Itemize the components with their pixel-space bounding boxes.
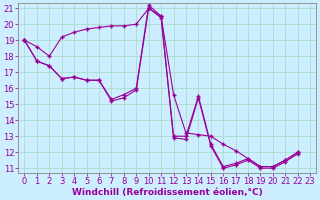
X-axis label: Windchill (Refroidissement éolien,°C): Windchill (Refroidissement éolien,°C) [72,188,263,197]
